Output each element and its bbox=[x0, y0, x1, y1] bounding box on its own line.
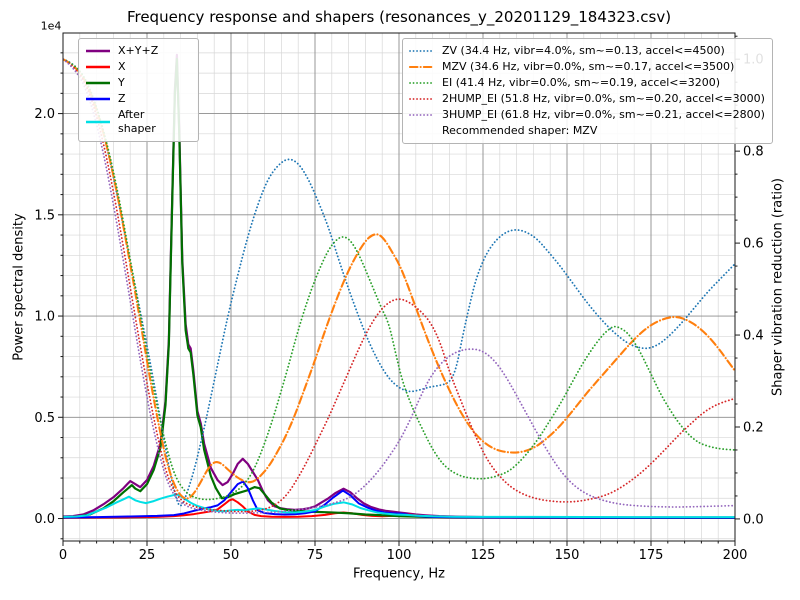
y-axis-offset-label: 1e4 bbox=[40, 19, 62, 33]
series-y bbox=[63, 57, 735, 519]
series-after-shaper bbox=[63, 493, 735, 519]
svg-text:0.0: 0.0 bbox=[743, 512, 764, 527]
shaper-legend-item: EI (41.4 Hz, vibr=0.0%, sm~=0.19, accel<… bbox=[409, 75, 765, 91]
legend-item-label: X bbox=[118, 60, 126, 73]
svg-text:0.0: 0.0 bbox=[34, 512, 55, 527]
svg-text:0.8: 0.8 bbox=[743, 145, 764, 160]
psd-legend: X+Y+Z X Y Z After shaper bbox=[78, 38, 199, 142]
shaper-legend-item: 2HUMP_EI (51.8 Hz, vibr=0.0%, sm~=0.20, … bbox=[409, 91, 765, 107]
recommended-shaper-note: Recommended shaper: MZV bbox=[409, 123, 765, 139]
svg-text:0.6: 0.6 bbox=[743, 237, 764, 252]
series-zv bbox=[63, 58, 735, 507]
legend-item-label: After shaper bbox=[118, 108, 156, 135]
x-axis-label: Frequency, Hz bbox=[352, 566, 446, 582]
chart-title: Frequency response and shapers (resonanc… bbox=[126, 8, 672, 26]
legend-line-sample-dotted bbox=[409, 98, 435, 100]
svg-text:100: 100 bbox=[387, 548, 412, 563]
svg-text:0.2: 0.2 bbox=[743, 420, 764, 435]
svg-text:25: 25 bbox=[139, 548, 156, 563]
right-y-axis-label: Shaper vibration reduction (ratio) bbox=[770, 178, 786, 396]
legend-item-label: 2HUMP_EI (51.8 Hz, vibr=0.0%, sm~=0.20, … bbox=[442, 92, 765, 105]
legend-item-label: X+Y+Z bbox=[118, 44, 159, 57]
legend-line-sample-dotted bbox=[409, 50, 435, 52]
axis-tick-labels: 0 25 50 75 100 125 150 175 200 0.0 0.5 1.0 1.5 2.0 0.0… bbox=[34, 53, 763, 563]
shaper-legend-item: MZV (34.6 Hz, vibr=0.0%, sm~=0.17, accel… bbox=[409, 59, 765, 75]
shaper-legend: ZV (34.4 Hz, vibr=4.0%, sm~=0.13, accel<… bbox=[402, 38, 773, 144]
legend-line-sample-dotted bbox=[409, 114, 435, 116]
series-x-y-z bbox=[63, 53, 735, 519]
data-series bbox=[63, 53, 735, 519]
shaper-legend-item: ZV (34.4 Hz, vibr=4.0%, sm~=0.13, accel<… bbox=[409, 43, 765, 59]
legend-line-sample-solid bbox=[86, 120, 110, 124]
svg-text:150: 150 bbox=[555, 548, 580, 563]
left-y-axis-label: Power spectral density bbox=[11, 213, 27, 361]
svg-text:75: 75 bbox=[307, 548, 324, 563]
svg-text:50: 50 bbox=[223, 548, 240, 563]
series-3hump-ei bbox=[63, 58, 735, 515]
legend-line-sample-solid bbox=[86, 97, 110, 101]
shaper-legend-item: 3HUMP_EI (61.8 Hz, vibr=0.0%, sm~=0.21, … bbox=[409, 107, 765, 123]
legend-item-label: EI (41.4 Hz, vibr=0.0%, sm~=0.19, accel<… bbox=[442, 76, 720, 89]
svg-text:175: 175 bbox=[639, 548, 664, 563]
psd-legend-item: Y bbox=[85, 75, 191, 91]
svg-text:125: 125 bbox=[471, 548, 496, 563]
legend-item-label: ZV (34.4 Hz, vibr=4.0%, sm~=0.13, accel<… bbox=[442, 44, 725, 57]
svg-text:1.5: 1.5 bbox=[34, 208, 55, 223]
legend-line-sample-dotted bbox=[409, 82, 435, 84]
psd-legend-item: X+Y+Z bbox=[85, 43, 191, 59]
legend-line-sample-solid bbox=[86, 49, 110, 53]
legend-item-label: Y bbox=[118, 76, 125, 89]
psd-legend-item: X bbox=[85, 59, 191, 75]
psd-legend-item: Z bbox=[85, 91, 191, 107]
series-2hump-ei bbox=[63, 58, 735, 513]
legend-item-label: MZV (34.6 Hz, vibr=0.0%, sm~=0.17, accel… bbox=[442, 60, 735, 73]
svg-text:2.0: 2.0 bbox=[34, 107, 55, 122]
legend-item-label: Z bbox=[118, 92, 126, 105]
svg-text:0.4: 0.4 bbox=[743, 329, 764, 344]
svg-text:0: 0 bbox=[59, 548, 67, 563]
psd-legend-item: After shaper bbox=[85, 107, 191, 137]
legend-line-sample-solid bbox=[86, 81, 110, 85]
recommended-shaper-text: Recommended shaper: MZV bbox=[442, 124, 598, 137]
legend-line-sample-solid bbox=[86, 65, 110, 69]
series-ei bbox=[63, 58, 735, 501]
legend-item-label: 3HUMP_EI (61.8 Hz, vibr=0.0%, sm~=0.21, … bbox=[442, 108, 765, 121]
svg-text:1.0: 1.0 bbox=[34, 310, 55, 325]
series-mzv bbox=[63, 58, 735, 500]
svg-text:200: 200 bbox=[723, 548, 748, 563]
svg-text:0.5: 0.5 bbox=[34, 411, 55, 426]
legend-line-sample-dashdot bbox=[409, 65, 435, 69]
